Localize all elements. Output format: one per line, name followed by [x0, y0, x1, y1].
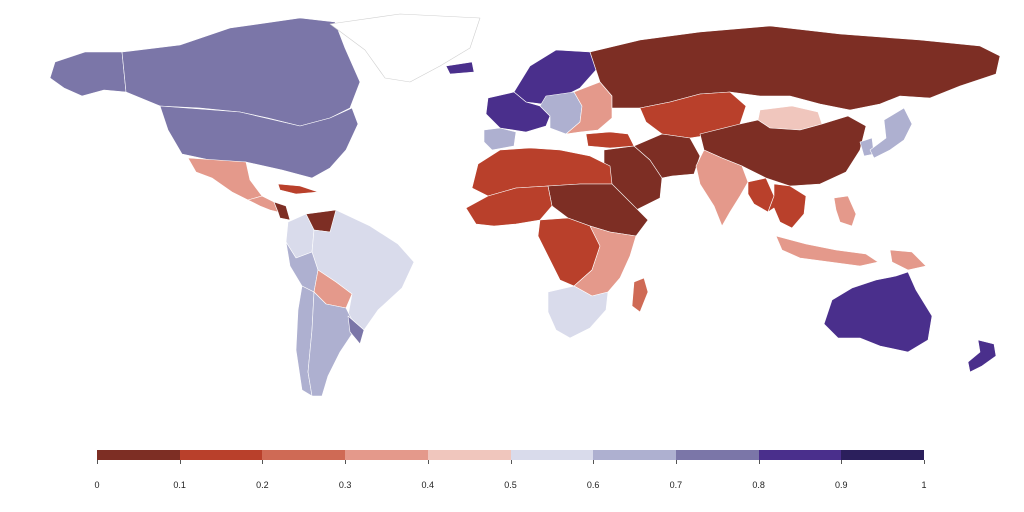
region-india [695, 149, 749, 227]
legend-tick [427, 460, 429, 464]
map-canvas [49, 13, 1001, 397]
legend-tick-label: 0.2 [256, 480, 269, 490]
region-papua-new-guinea [889, 249, 927, 271]
legend-swatch-0 [97, 450, 180, 460]
region-uruguay [347, 315, 365, 345]
legend-tick [179, 460, 181, 464]
region-western-europe [485, 91, 551, 133]
legend-swatch-3 [345, 450, 428, 460]
legend-swatch-4 [427, 450, 511, 460]
region-argentina [307, 291, 357, 397]
legend-tick [510, 460, 512, 464]
region-southern-africa [547, 285, 609, 339]
legend-tick-label: 0.5 [504, 480, 517, 490]
legend-swatch-1 [179, 450, 263, 460]
legend-tick [262, 460, 264, 464]
region-new-zealand [967, 339, 997, 373]
region-cuba [277, 183, 319, 195]
region-united-states [159, 105, 359, 179]
region-nicaragua [273, 201, 291, 221]
legend-tick [758, 460, 760, 464]
legend-tick-label: 0.6 [586, 480, 600, 490]
legend-tick-label: 1 [921, 480, 927, 490]
region-iran [633, 133, 701, 179]
legend-tick-label: 0.3 [338, 480, 352, 490]
legend-tick [345, 460, 347, 464]
legend-tick-label: 0.7 [669, 480, 683, 490]
legend-tick [675, 460, 677, 464]
legend-tick [841, 460, 843, 464]
legend-swatch-5 [510, 450, 594, 460]
region-canada [121, 17, 361, 127]
region-scandinavia [513, 49, 597, 105]
legend-swatch-7 [675, 450, 759, 460]
legend-swatch-8 [758, 450, 842, 460]
legend-tick [593, 460, 595, 464]
legend-tick-marks [97, 460, 925, 466]
legend-swatch-9 [841, 450, 925, 460]
legend-tick-label: 0.9 [835, 480, 848, 490]
region-alaska [49, 51, 127, 97]
legend-tick [97, 460, 98, 464]
region-madagascar [631, 277, 649, 313]
region-west-africa [465, 185, 553, 227]
legend-swatch-2 [262, 450, 346, 460]
legend-tick-label: 0.8 [752, 480, 765, 490]
region-russia [589, 25, 1001, 111]
region-turkey [585, 131, 635, 149]
region-indonesia [775, 235, 879, 267]
region-mexico [187, 157, 263, 201]
region-japan [869, 107, 913, 159]
legend-tick-label: 0 [94, 480, 100, 490]
region-australia [823, 271, 933, 353]
region-greenland [329, 13, 481, 83]
color-scale-legend [97, 450, 925, 460]
legend-swatch-6 [593, 450, 676, 460]
region-iceland [445, 61, 475, 75]
legend-tick [924, 460, 925, 464]
region-iberia [483, 127, 517, 151]
legend-tick-labels: 0 0.1 0.2 0.3 0.4 0.5 0.6 0.7 0.8 0.9 1 [94, 480, 927, 494]
legend-tick-label: 0.1 [173, 480, 186, 490]
legend-tick-label: 0.4 [421, 480, 435, 490]
region-philippines [833, 195, 857, 227]
region-southeast-asia [767, 183, 807, 229]
